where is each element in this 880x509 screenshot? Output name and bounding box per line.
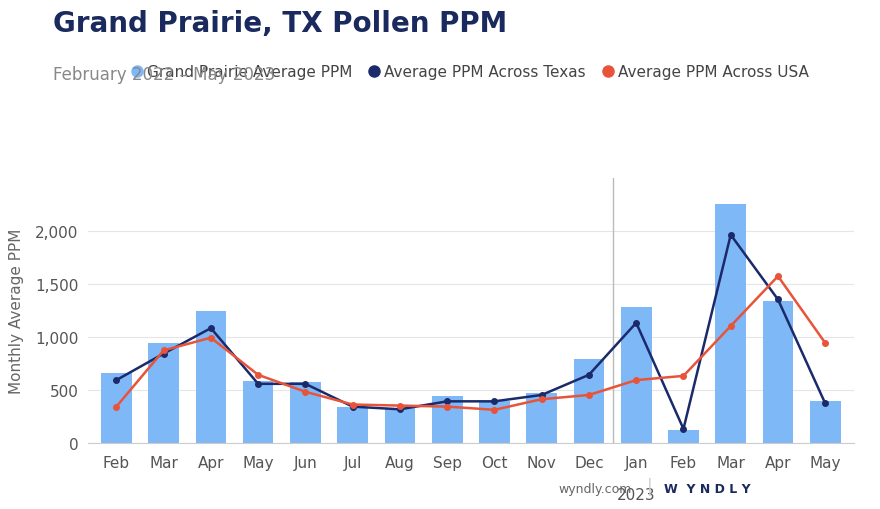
Bar xyxy=(479,402,510,443)
Bar xyxy=(337,407,368,443)
Bar xyxy=(715,205,746,443)
Bar xyxy=(101,373,132,443)
Bar xyxy=(668,430,699,443)
Bar xyxy=(290,382,320,443)
Bar xyxy=(385,408,415,443)
Bar xyxy=(763,301,794,443)
Bar xyxy=(148,343,179,443)
Text: |: | xyxy=(647,477,652,495)
Bar xyxy=(432,396,463,443)
Bar xyxy=(621,307,651,443)
Text: 2023: 2023 xyxy=(617,487,656,502)
Text: Grand Prairie, TX Pollen PPM: Grand Prairie, TX Pollen PPM xyxy=(53,10,507,38)
Bar xyxy=(810,402,840,443)
Text: W  Y N D L Y: W Y N D L Y xyxy=(664,482,751,495)
Bar xyxy=(526,393,557,443)
Text: February 2022 – May 2023: February 2022 – May 2023 xyxy=(53,66,275,84)
Bar xyxy=(195,312,226,443)
Text: wyndly.com: wyndly.com xyxy=(559,482,632,495)
Bar xyxy=(574,359,605,443)
Legend: Grand Prairie Average PPM, Average PPM Across Texas, Average PPM Across USA: Grand Prairie Average PPM, Average PPM A… xyxy=(127,59,815,86)
Y-axis label: Monthly Average PPM: Monthly Average PPM xyxy=(9,228,24,393)
Bar xyxy=(243,381,274,443)
